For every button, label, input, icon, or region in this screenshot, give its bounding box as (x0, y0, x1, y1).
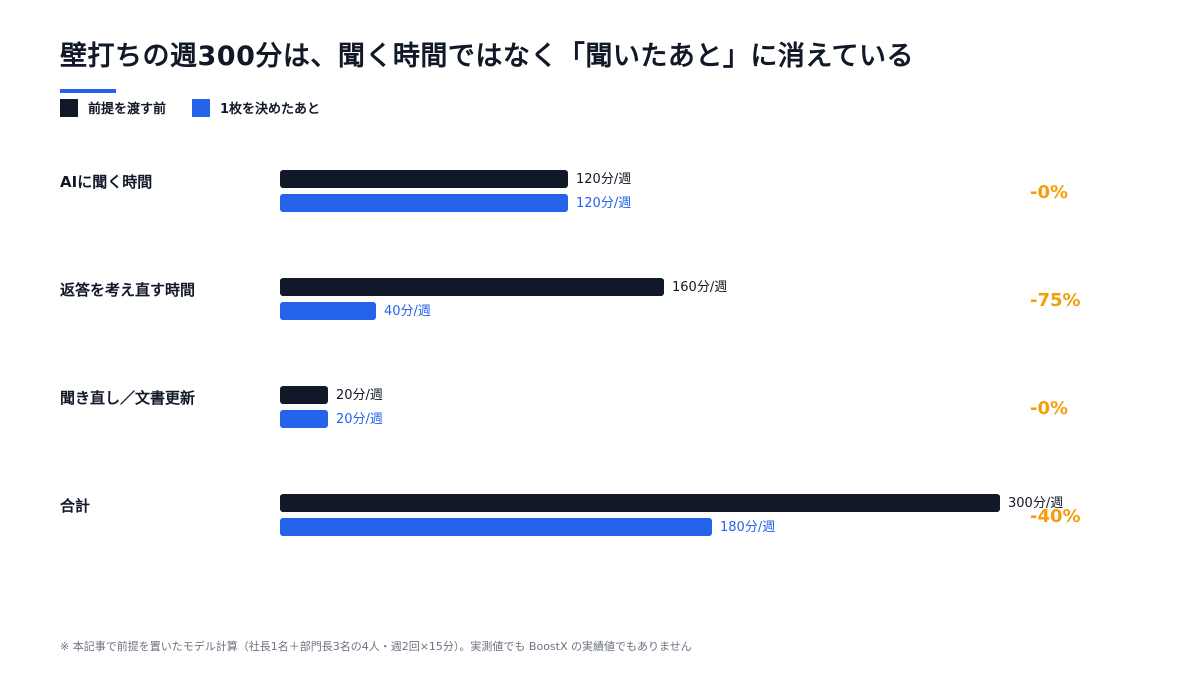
title-underline (60, 89, 116, 93)
change-label: -0% (1030, 182, 1068, 203)
value-label-before: 20分/週 (336, 388, 383, 403)
bar-before (280, 170, 568, 188)
value-label-before: 160分/週 (672, 280, 727, 295)
bar-after (280, 194, 568, 212)
category-label: 返答を考え直す時間 (60, 281, 195, 299)
value-label-after: 20分/週 (336, 412, 383, 427)
bar-after (280, 410, 328, 428)
bar-after (280, 302, 376, 320)
value-label-after: 120分/週 (576, 196, 631, 211)
bar-before (280, 494, 1000, 512)
bar-after (280, 518, 712, 536)
change-label: -0% (1030, 398, 1068, 419)
category-label: AIに聞く時間 (60, 173, 152, 191)
bar-before (280, 278, 664, 296)
legend-label-after: 1枚を決めたあと (220, 102, 321, 117)
category-label: 合計 (59, 497, 90, 515)
chart-title: 壁打ちの週300分は、聞く時間ではなく「聞いたあと」に消えている (60, 41, 915, 72)
footnote: ※ 本記事で前提を置いたモデル計算（社長1名＋部門長3名の4人・週2回×15分）… (60, 640, 692, 653)
legend-swatch-before (60, 98, 78, 117)
legend-swatch-after (192, 98, 211, 117)
value-label-before: 120分/週 (576, 172, 631, 187)
category-label: 聞き直し／文書更新 (60, 389, 195, 407)
legend-item-after: 1枚を決めたあと (192, 98, 320, 117)
bar-chart: AIに聞く時間 120分/週 120分/週 -0% 返答を考え直す時間 160分/週 40分… (59, 170, 1081, 536)
legend-label-before: 前提を渡す前 (88, 102, 167, 117)
value-label-after: 40分/週 (384, 304, 431, 319)
legend-item-before: 前提を渡す前 (60, 98, 166, 117)
change-label: -75% (1030, 290, 1081, 311)
value-label-after: 180分/週 (720, 520, 775, 535)
change-label: -40% (1030, 506, 1081, 527)
legend: 前提を渡す前 1枚を決めたあと (60, 98, 346, 117)
value-label-before: 300分/週 (1008, 496, 1063, 511)
bar-before (280, 386, 328, 404)
